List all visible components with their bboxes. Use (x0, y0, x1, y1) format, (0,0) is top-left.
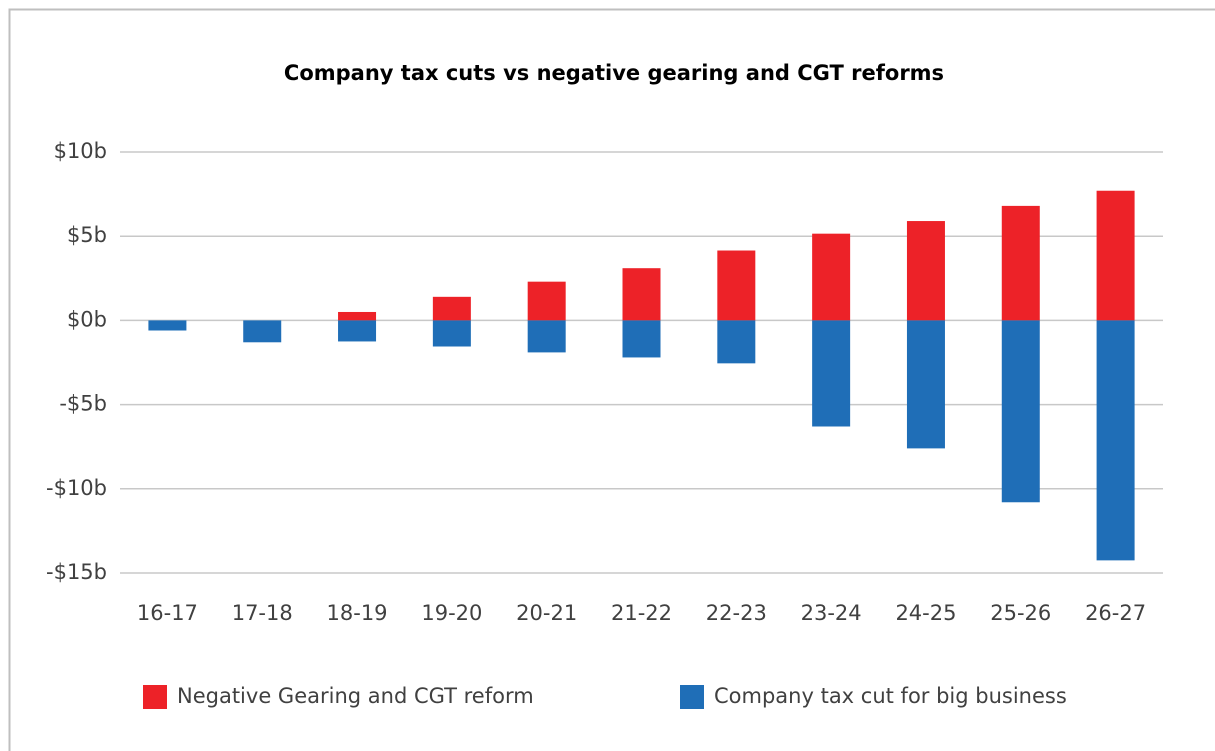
bar (717, 250, 756, 321)
x-tick-label: 25-26 (990, 601, 1051, 625)
x-tick-label: 26-27 (1085, 601, 1146, 625)
x-tick-label: 20-21 (516, 601, 577, 625)
y-tick-label: $5b (67, 223, 107, 247)
bar (1096, 190, 1135, 321)
y-tick-label: -$5b (59, 392, 107, 416)
y-tick-label: $10b (54, 139, 107, 163)
bar (432, 296, 471, 321)
x-tick-label: 19-20 (421, 601, 482, 625)
bar (906, 221, 945, 321)
bar (527, 281, 566, 321)
bar (812, 233, 851, 321)
bar (906, 320, 945, 449)
x-tick-label: 21-22 (611, 601, 672, 625)
bar (622, 268, 661, 321)
legend-label: Company tax cut for big business (714, 684, 1067, 708)
y-tick-label: $0b (67, 307, 107, 331)
bar (338, 320, 377, 342)
chart-frame (8, 8, 1215, 751)
x-tick-label: 18-19 (327, 601, 388, 625)
bar (1001, 205, 1040, 321)
legend-swatch (143, 685, 167, 709)
y-tick-label: -$10b (46, 476, 107, 500)
bar (1001, 320, 1040, 503)
bar (1096, 320, 1135, 561)
x-tick-label: 22-23 (706, 601, 767, 625)
bar (338, 311, 377, 321)
bar (622, 320, 661, 358)
bar (527, 320, 566, 353)
x-tick-label: 17-18 (232, 601, 293, 625)
bar (148, 320, 187, 331)
x-tick-label: 16-17 (137, 601, 198, 625)
bar (812, 320, 851, 427)
bar (432, 320, 471, 347)
legend-label: Negative Gearing and CGT reform (177, 684, 534, 708)
bar (243, 320, 282, 343)
bar (717, 320, 756, 364)
legend-swatch (680, 685, 704, 709)
x-tick-label: 23-24 (801, 601, 862, 625)
y-tick-label: -$15b (46, 560, 107, 584)
chart-title: Company tax cuts vs negative gearing and… (284, 61, 944, 85)
x-tick-label: 24-25 (895, 601, 956, 625)
